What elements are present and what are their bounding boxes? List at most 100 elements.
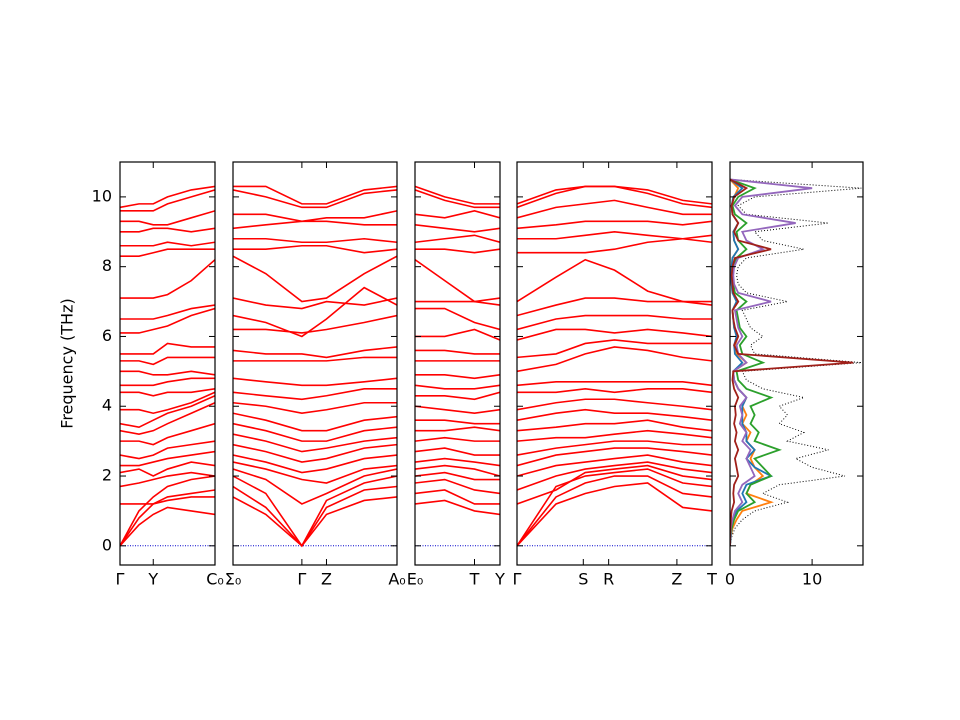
band-line [120, 475, 215, 547]
x-tick-label: Σ₀ [225, 570, 242, 589]
band-line [233, 297, 397, 310]
y-tick-label: 4 [102, 396, 112, 415]
axes-frame [729, 161, 864, 566]
axes-frame [119, 161, 216, 566]
x-tick-label: 10 [802, 570, 822, 589]
band-line [517, 346, 712, 373]
dos-line [730, 178, 774, 546]
band-line [120, 248, 215, 258]
x-tick-label: Γ [513, 570, 522, 589]
band-line [415, 426, 500, 432]
band-line [233, 244, 397, 254]
band-line [415, 447, 500, 456]
band-line [120, 356, 215, 366]
band-line [120, 189, 215, 212]
band-line [233, 255, 397, 303]
band-line [233, 346, 397, 359]
band-line [120, 210, 215, 226]
y-tick-label: 0 [102, 535, 112, 554]
x-tick-label: Y [494, 570, 505, 589]
band-line [517, 429, 712, 442]
dos-line [730, 178, 854, 546]
band-line [415, 405, 500, 415]
band-line [415, 328, 500, 341]
band-line [233, 401, 397, 415]
band-line [517, 482, 712, 547]
band-line [233, 468, 397, 505]
band-line [517, 440, 712, 456]
y-tick-label: 2 [102, 466, 112, 485]
x-tick-label: Z [321, 570, 332, 589]
band-line [517, 398, 712, 411]
band-line [517, 314, 712, 331]
band-line [415, 478, 500, 495]
y-tick-label: 8 [102, 256, 112, 275]
plot-area [120, 185, 215, 547]
band-line [517, 185, 712, 209]
band-line [517, 230, 712, 244]
band-line [415, 419, 500, 425]
band-line [233, 433, 397, 453]
y-tick-label: 10 [92, 186, 112, 205]
band-line [120, 304, 215, 320]
band-line [120, 422, 215, 446]
band-line [415, 349, 500, 355]
band-line [120, 489, 215, 547]
band-line [517, 419, 712, 432]
x-tick-label: Y [147, 570, 158, 589]
band-line [120, 227, 215, 233]
band-line [517, 464, 712, 505]
band-line [415, 185, 500, 205]
band-line [517, 220, 712, 230]
band-line [517, 408, 712, 421]
band-line [517, 297, 712, 317]
band-line [517, 234, 712, 254]
x-tick-label: Γ [297, 570, 306, 589]
dos-line [730, 178, 782, 546]
plot-area [415, 185, 500, 547]
x-tick-label: T [706, 570, 717, 589]
band-line [415, 436, 500, 442]
band-line [415, 499, 500, 516]
dos-line [730, 178, 813, 546]
band-line [233, 388, 397, 401]
band-line [120, 391, 215, 415]
x-tick-label: E₀ [407, 570, 424, 589]
band-line [120, 440, 215, 460]
y-tick-label: 6 [102, 326, 112, 345]
y-axis-label: Frequency (THz) [58, 298, 77, 428]
band-line [233, 475, 397, 548]
x-tick-label: Z [671, 570, 682, 589]
band-line [415, 297, 500, 303]
band-line [233, 314, 397, 334]
band-line [415, 471, 500, 481]
x-tick-label: R [603, 570, 614, 589]
band-line [517, 454, 712, 477]
band-line [120, 307, 215, 334]
band-line [415, 210, 500, 219]
band-line [120, 342, 215, 355]
dos-line [730, 178, 862, 546]
band-line [120, 377, 215, 387]
band-line [233, 185, 397, 205]
band-line [120, 370, 215, 376]
axes-frame [516, 161, 713, 566]
band-line [120, 185, 215, 209]
band-line [233, 189, 397, 209]
band-line [233, 377, 397, 387]
band-line [120, 241, 215, 247]
band-line [233, 220, 397, 230]
band-line [517, 381, 712, 387]
band-line [517, 258, 712, 306]
plot-area [517, 185, 712, 547]
band-line [517, 339, 712, 359]
band-line [120, 461, 215, 477]
band-line [233, 422, 397, 442]
band-line [120, 496, 215, 505]
axes-frame [232, 161, 398, 566]
band-line [517, 475, 712, 547]
band-line [517, 447, 712, 467]
plot-area [233, 185, 397, 548]
band-line [233, 210, 397, 223]
